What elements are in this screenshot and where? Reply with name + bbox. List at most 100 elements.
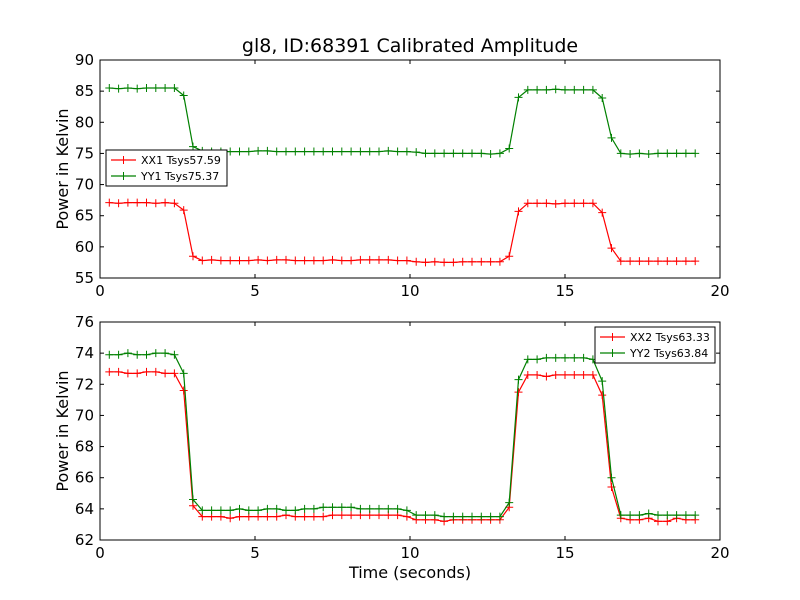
data-point [384,146,393,155]
data-point [402,256,411,265]
data-point [291,147,300,156]
data-point [393,256,402,265]
data-point [514,93,523,102]
legend: XX2 Tsys63.33 YY2 Tsys63.84 [594,326,716,364]
data-point [458,149,467,158]
legend-box [594,326,716,364]
x-tick-label: 5 [250,282,260,300]
data-point [328,147,337,156]
legend-label: YY2 Tsys63.84 [629,347,708,360]
data-point [105,367,114,376]
y-tick-label: 75 [75,144,94,162]
data-point [681,149,690,158]
y-tick-label: 70 [75,406,94,424]
data-point [523,355,532,364]
y-tick-label: 62 [75,531,94,549]
data-point [133,369,142,378]
data-point [561,370,569,379]
data-point [458,512,467,521]
data-point [133,350,142,359]
data-point [235,256,244,265]
data-point [244,256,253,265]
data-point [561,199,569,208]
data-point [477,149,486,158]
legend-marker [119,156,128,164]
data-point [616,149,625,158]
data-point [365,147,374,156]
data-point [161,349,170,358]
axes-frame [99,321,721,541]
data-point [337,147,346,156]
data-point [691,511,700,520]
data-point [412,257,421,266]
data-point [579,85,588,94]
data-point [151,199,160,208]
legend-marker [608,349,617,357]
series-line [109,352,696,518]
data-point [272,147,281,156]
data-point [123,349,132,358]
data-point [272,255,281,264]
data-point [365,504,374,513]
data-point [570,85,579,94]
data-point [356,504,365,513]
data-point [654,257,662,266]
data-point [570,199,579,208]
chart-panel-2: 0 5 10 15 20 62 64 66 68 70 72 74 76 Power in Kelvin T… [53,313,730,582]
data-point [123,198,132,207]
data-point [114,199,123,208]
data-point [179,369,188,378]
data-point [337,511,346,520]
series-line [109,201,696,264]
data-point [542,199,551,208]
data-point [542,372,551,381]
x-tick-label: 20 [710,282,729,300]
series-2 [105,84,700,159]
data-point [216,256,225,265]
data-point [365,255,374,264]
series-line [109,371,696,522]
data-point [328,503,337,512]
data-point [402,147,411,156]
data-point [235,147,244,156]
data-point [635,149,644,158]
data-point [300,512,309,521]
data-point [263,146,272,155]
y-tick-label: 64 [75,500,94,518]
data-point [561,353,569,362]
data-point [654,511,662,520]
series-1 [105,367,700,526]
legend-label: YY1 Tsys75.37 [140,170,219,183]
data-point [579,370,588,379]
data-point [291,506,300,515]
data-point [449,149,458,158]
data-point [533,355,542,364]
data-point [393,147,402,156]
data-point [663,257,672,266]
data-point [421,258,430,267]
legend-box [105,149,228,187]
y-tick-label: 76 [75,313,94,331]
data-point [598,391,607,400]
data-point [644,509,653,518]
x-tick-label: 10 [400,282,419,300]
data-point [533,85,542,94]
data-point [523,85,532,94]
y-axis-label: Power in Kelvin [53,108,72,229]
data-point [588,199,597,208]
data-point [216,506,225,515]
data-point [691,149,700,158]
data-point [244,506,253,515]
data-point [486,150,495,159]
data-point [384,255,393,264]
data-point [495,512,504,521]
data-point [588,370,597,379]
data-point [384,504,393,513]
data-point [263,512,272,521]
data-point [300,147,309,156]
data-point [681,511,690,520]
data-point [523,370,532,379]
data-point [356,255,365,264]
data-point [588,85,597,94]
data-point [412,511,421,520]
